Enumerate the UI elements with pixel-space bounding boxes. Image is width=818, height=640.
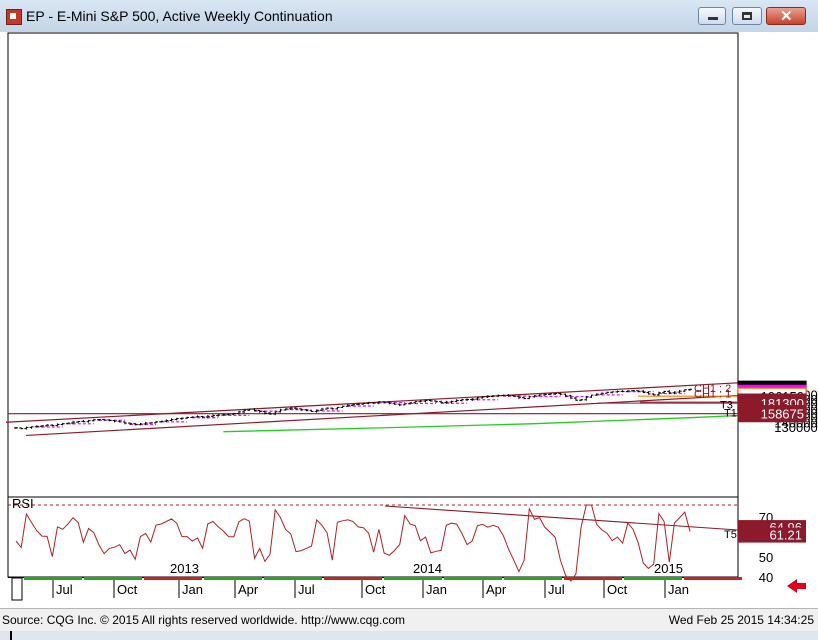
rsi-value-label: 61.21 xyxy=(769,528,802,543)
x-tick-label: Jul xyxy=(298,582,315,597)
price-label-box xyxy=(737,405,807,423)
rsi-trend-label: T5 xyxy=(724,529,737,541)
period-strip xyxy=(384,577,442,580)
window-title: EP - E-Mini S&P 500, Active Weekly Conti… xyxy=(26,8,333,24)
period-strip xyxy=(504,577,562,580)
x-tick-label: Jul xyxy=(548,582,565,597)
level-label-t3: T3 xyxy=(720,399,733,411)
period-strip xyxy=(564,577,622,580)
channel-label-upper: CH1 : 2 xyxy=(694,383,731,395)
maximize-button[interactable] xyxy=(732,7,762,25)
period-strip xyxy=(684,577,742,580)
channel-lower-line xyxy=(25,394,739,437)
y-tick-label: 130000 xyxy=(774,420,817,435)
scroll-thumb[interactable] xyxy=(11,577,23,601)
x-year-label: 2013 xyxy=(170,561,199,576)
x-tick-label: Jan xyxy=(668,582,689,597)
x-tick-label: Oct xyxy=(117,582,138,597)
rsi-tick-label: 50 xyxy=(759,550,773,565)
x-year-label: 2015 xyxy=(654,561,683,576)
rsi-trend-line xyxy=(384,505,739,531)
period-strip xyxy=(624,577,682,580)
x-tick-label: Jan xyxy=(182,582,203,597)
price-chart[interactable]: 1300001400001500001600001700001800001900… xyxy=(0,32,818,608)
text-cursor xyxy=(10,631,12,640)
x-tick-label: Jan xyxy=(426,582,447,597)
app-icon xyxy=(6,9,22,25)
close-icon: ✕ xyxy=(780,8,793,25)
source-text: Source: CQG Inc. © 2015 All rights reser… xyxy=(2,613,406,627)
price-panel xyxy=(7,32,739,498)
maximize-icon xyxy=(742,12,752,20)
scroll-arrow-button[interactable] xyxy=(787,579,806,593)
period-strip xyxy=(204,577,262,580)
level-label-t1: T1 xyxy=(724,408,737,420)
status-bar: Source: CQG Inc. © 2015 All rights reser… xyxy=(0,608,818,631)
x-tick-label: Oct xyxy=(607,582,628,597)
x-tick-label: Apr xyxy=(238,582,259,597)
close-button[interactable]: ✕ xyxy=(766,7,806,25)
x-tick-label: Oct xyxy=(365,582,386,597)
rsi-value-box xyxy=(738,527,806,543)
window-titlebar: EP - E-Mini S&P 500, Active Weekly Conti… xyxy=(0,0,818,33)
period-strip xyxy=(444,577,502,580)
price-label: 158675 xyxy=(761,407,804,422)
minimize-icon xyxy=(708,17,718,20)
rsi-title: RSI xyxy=(12,496,34,511)
period-strip xyxy=(84,577,142,580)
x-tick-label: Jul xyxy=(56,582,73,597)
timestamp: Wed Feb 25 2015 14:34:25 xyxy=(668,613,814,627)
rsi-panel xyxy=(7,496,739,578)
rsi-line xyxy=(15,504,691,582)
period-strip xyxy=(144,577,202,580)
rsi-tick-label: 40 xyxy=(759,570,773,585)
minimize-button[interactable] xyxy=(698,7,726,25)
period-strip xyxy=(264,577,322,580)
arrow-left-icon xyxy=(787,579,806,593)
channel-label-lower: CH1 : 1 xyxy=(694,388,731,400)
period-strip xyxy=(324,577,382,580)
x-tick-label: Apr xyxy=(486,582,507,597)
period-strip xyxy=(24,577,82,580)
x-year-label: 2014 xyxy=(413,561,442,576)
